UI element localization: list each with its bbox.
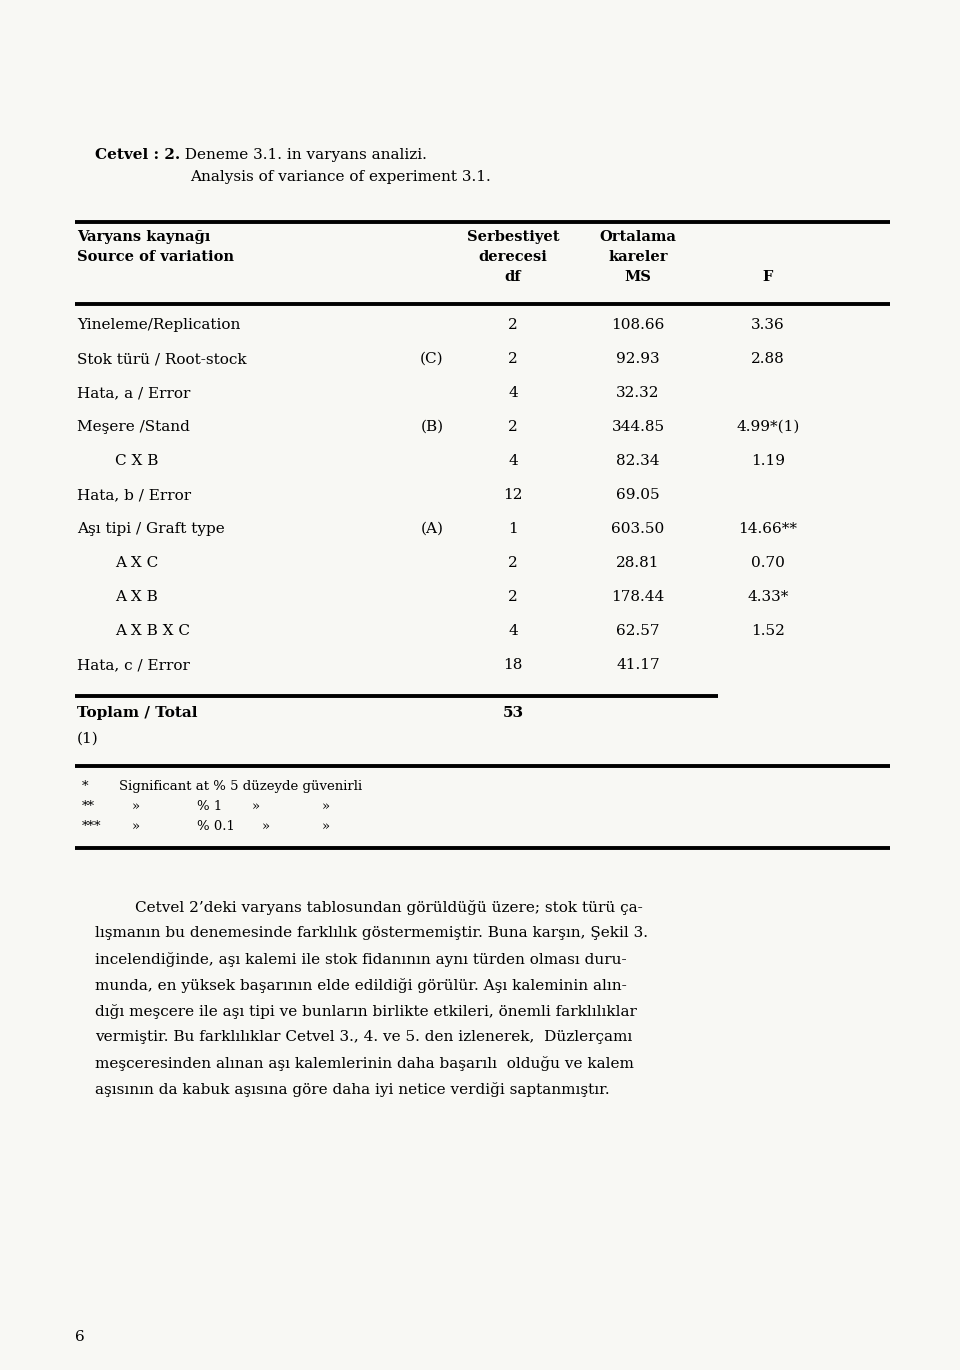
Text: 2: 2 bbox=[508, 352, 517, 366]
Text: 4.99*(1): 4.99*(1) bbox=[736, 421, 800, 434]
Text: Varyans kaynağı: Varyans kaynağı bbox=[77, 230, 210, 244]
Text: »: » bbox=[132, 821, 140, 833]
Text: A X B X C: A X B X C bbox=[115, 623, 190, 638]
Text: 2.88: 2.88 bbox=[751, 352, 785, 366]
Text: 92.93: 92.93 bbox=[616, 352, 660, 366]
Text: 1.19: 1.19 bbox=[751, 453, 785, 469]
Text: 62.57: 62.57 bbox=[616, 623, 660, 638]
Text: kareler: kareler bbox=[609, 249, 668, 264]
Text: 12: 12 bbox=[503, 488, 523, 501]
Text: dığı meşcere ile aşı tipi ve bunların birlikte etkileri, önemli farklılıklar: dığı meşcere ile aşı tipi ve bunların bi… bbox=[95, 1004, 636, 1019]
Text: »: » bbox=[262, 821, 270, 833]
Text: 3.36: 3.36 bbox=[751, 318, 785, 332]
Text: Deneme 3.1. in varyans analizi.: Deneme 3.1. in varyans analizi. bbox=[175, 148, 427, 162]
Text: 4: 4 bbox=[508, 453, 517, 469]
Text: Meşere /Stand: Meşere /Stand bbox=[77, 421, 190, 434]
Text: 14.66**: 14.66** bbox=[738, 522, 798, 536]
Text: MS: MS bbox=[625, 270, 652, 284]
Text: derecesi: derecesi bbox=[479, 249, 547, 264]
Text: 1.52: 1.52 bbox=[751, 623, 785, 638]
Text: Toplam / Total: Toplam / Total bbox=[77, 706, 198, 721]
Text: vermiştir. Bu farklılıklar Cetvel 3., 4. ve 5. den izlenerek,  Düzlerçamı: vermiştir. Bu farklılıklar Cetvel 3., 4.… bbox=[95, 1030, 633, 1044]
Text: 6: 6 bbox=[75, 1330, 84, 1344]
Text: 4: 4 bbox=[508, 623, 517, 638]
Text: df: df bbox=[505, 270, 521, 284]
Text: Cetvel 2’deki varyans tablosundan görüldüğü üzere; stok türü ça-: Cetvel 2’deki varyans tablosundan görüld… bbox=[135, 900, 643, 915]
Text: »: » bbox=[322, 821, 330, 833]
Text: 69.05: 69.05 bbox=[616, 488, 660, 501]
Text: 2: 2 bbox=[508, 590, 517, 604]
Text: *: * bbox=[82, 780, 88, 793]
Text: munda, en yüksek başarının elde edildiği görülür. Aşı kaleminin alın-: munda, en yüksek başarının elde edildiği… bbox=[95, 978, 627, 993]
Text: meşceresinden alınan aşı kalemlerinin daha başarılı  olduğu ve kalem: meşceresinden alınan aşı kalemlerinin da… bbox=[95, 1056, 634, 1071]
Text: (C): (C) bbox=[420, 352, 444, 366]
Text: A X B: A X B bbox=[115, 590, 157, 604]
Text: A X C: A X C bbox=[115, 556, 158, 570]
Text: Significant at % 5 düzeyde güvenirli: Significant at % 5 düzeyde güvenirli bbox=[119, 780, 362, 793]
Text: (B): (B) bbox=[420, 421, 444, 434]
Text: % 0.1: % 0.1 bbox=[197, 821, 235, 833]
Text: 2: 2 bbox=[508, 556, 517, 570]
Text: 1: 1 bbox=[508, 522, 517, 536]
Text: 2: 2 bbox=[508, 421, 517, 434]
Text: 4.33*: 4.33* bbox=[747, 590, 789, 604]
Text: 4: 4 bbox=[508, 386, 517, 400]
Text: 178.44: 178.44 bbox=[612, 590, 664, 604]
Text: C X B: C X B bbox=[115, 453, 158, 469]
Text: ***: *** bbox=[82, 821, 102, 833]
Text: **: ** bbox=[82, 800, 95, 812]
Text: 41.17: 41.17 bbox=[616, 658, 660, 673]
Text: incelendiğinde, aşı kalemi ile stok fidanının aynı türden olması duru-: incelendiğinde, aşı kalemi ile stok fida… bbox=[95, 952, 627, 967]
Text: 0.70: 0.70 bbox=[751, 556, 785, 570]
Text: 344.85: 344.85 bbox=[612, 421, 664, 434]
Text: 2: 2 bbox=[508, 318, 517, 332]
Text: »: » bbox=[132, 800, 140, 812]
Text: Source of variation: Source of variation bbox=[77, 249, 234, 264]
Text: Analysis of variance of experiment 3.1.: Analysis of variance of experiment 3.1. bbox=[190, 170, 491, 184]
Text: Ortalama: Ortalama bbox=[600, 230, 677, 244]
Text: F: F bbox=[763, 270, 773, 284]
Text: (A): (A) bbox=[420, 522, 444, 536]
Text: 53: 53 bbox=[502, 706, 523, 721]
Text: Cetvel : 2.: Cetvel : 2. bbox=[95, 148, 180, 162]
Text: Serbestiyet: Serbestiyet bbox=[467, 230, 560, 244]
Text: 18: 18 bbox=[503, 658, 522, 673]
Text: (1): (1) bbox=[77, 732, 99, 747]
Text: Hata, c / Error: Hata, c / Error bbox=[77, 658, 190, 673]
Text: Hata, a / Error: Hata, a / Error bbox=[77, 386, 190, 400]
Text: lışmanın bu denemesinde farklılık göstermemiştir. Buna karşın, Şekil 3.: lışmanın bu denemesinde farklılık göster… bbox=[95, 926, 648, 940]
Text: Aşı tipi / Graft type: Aşı tipi / Graft type bbox=[77, 522, 225, 536]
Text: Yineleme/Replication: Yineleme/Replication bbox=[77, 318, 240, 332]
Text: % 1: % 1 bbox=[197, 800, 223, 812]
Text: 32.32: 32.32 bbox=[616, 386, 660, 400]
Text: aşısının da kabuk aşısına göre daha iyi netice verdiği saptanmıştır.: aşısının da kabuk aşısına göre daha iyi … bbox=[95, 1082, 610, 1097]
Text: 28.81: 28.81 bbox=[616, 556, 660, 570]
Text: Hata, b / Error: Hata, b / Error bbox=[77, 488, 191, 501]
Text: 603.50: 603.50 bbox=[612, 522, 664, 536]
Text: »: » bbox=[322, 800, 330, 812]
Text: Stok türü / Root-stock: Stok türü / Root-stock bbox=[77, 352, 247, 366]
Text: 108.66: 108.66 bbox=[612, 318, 664, 332]
Text: 82.34: 82.34 bbox=[616, 453, 660, 469]
Text: »: » bbox=[252, 800, 260, 812]
